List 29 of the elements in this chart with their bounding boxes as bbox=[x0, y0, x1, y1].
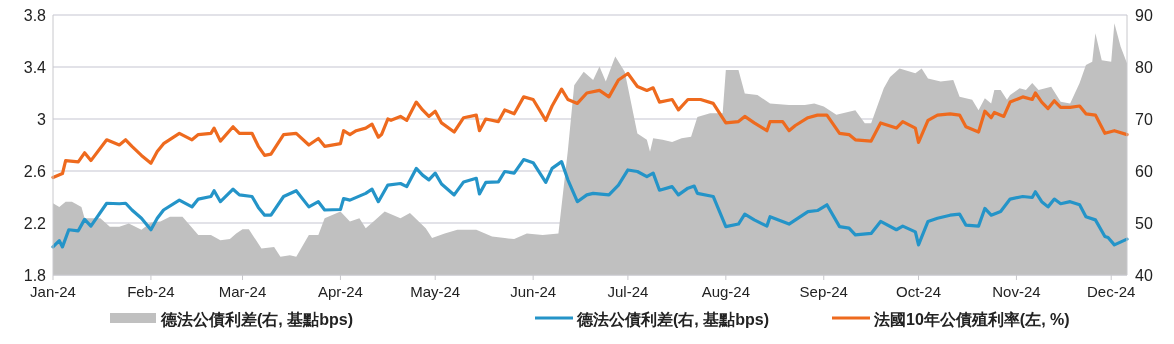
y2-tick-label: 70 bbox=[1135, 110, 1153, 128]
x-tick-label: Jul-24 bbox=[607, 283, 649, 300]
legend-label: 法國10年公債殖利率(左, %) bbox=[873, 310, 1070, 328]
x-tick-label: Aug-24 bbox=[701, 283, 751, 300]
y-tick-label: 2.6 bbox=[23, 162, 47, 180]
line-series bbox=[51, 157, 1129, 249]
x-tick-label: May-24 bbox=[410, 283, 461, 300]
y-tick-label: 2.2 bbox=[23, 214, 47, 232]
y2-tick-label: 60 bbox=[1135, 162, 1153, 180]
x-tick-label: Jan-24 bbox=[30, 283, 76, 300]
y2-tick-label: 90 bbox=[1135, 6, 1153, 24]
y-tick-label: 1.8 bbox=[23, 266, 47, 284]
y2-tick-label: 40 bbox=[1135, 266, 1153, 284]
y2-tick-label: 50 bbox=[1135, 214, 1153, 232]
y-tick-label: 3.8 bbox=[23, 6, 47, 24]
x-tick-label: Mar-24 bbox=[218, 283, 267, 300]
x-tick-label: Oct-24 bbox=[896, 283, 942, 300]
x-tick-label: Dec-24 bbox=[1087, 283, 1136, 300]
y-tick-label: 3 bbox=[37, 110, 47, 128]
x-tick-label: Nov-24 bbox=[992, 283, 1041, 300]
y-tick-label: 3.4 bbox=[23, 58, 47, 76]
x-tick-label: Sep-24 bbox=[799, 283, 848, 300]
x-tick-label: Feb-24 bbox=[127, 283, 175, 300]
x-tick-label: Apr-24 bbox=[317, 283, 363, 300]
line-series bbox=[51, 71, 1129, 180]
x-tick-label: Jun-24 bbox=[510, 283, 557, 300]
legend-label: 德法公債利差(右, 基點bps) bbox=[576, 311, 769, 328]
y2-tick-label: 80 bbox=[1135, 58, 1153, 76]
legend-label: 德法公債利差(右, 基點bps) bbox=[160, 311, 353, 328]
